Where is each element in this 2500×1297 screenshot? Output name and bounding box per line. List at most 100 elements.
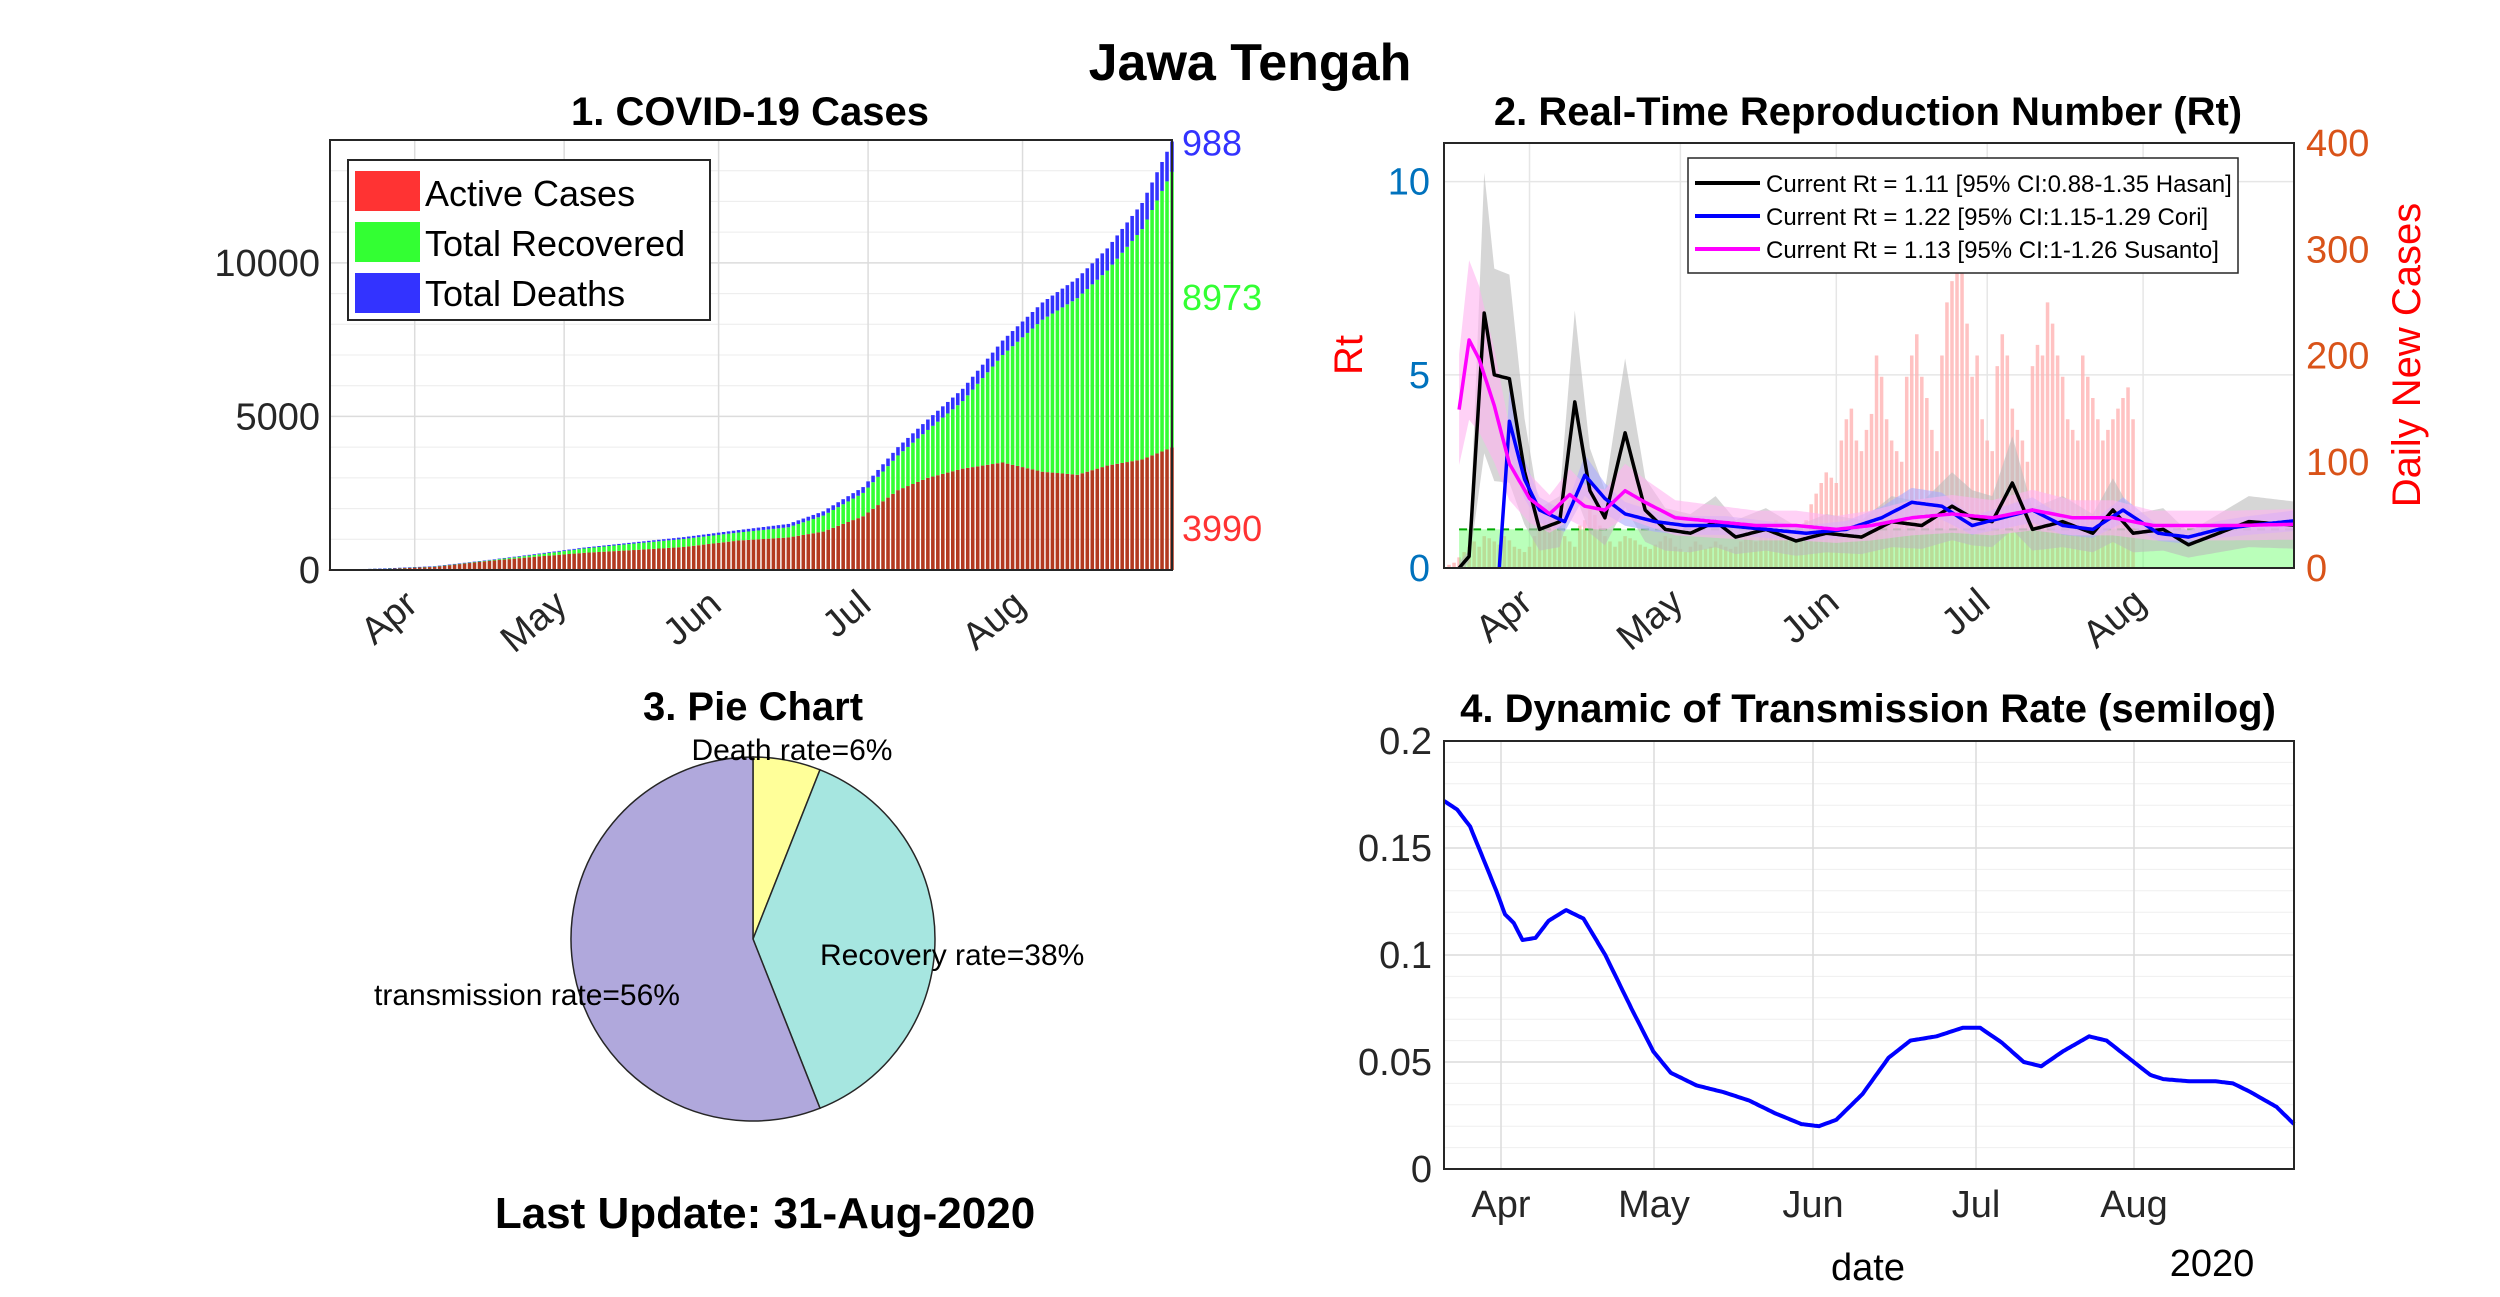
bar-deaths: [607, 544, 611, 547]
daily-new-cases-bar: [2030, 366, 2035, 568]
daily-new-cases-bar: [1718, 544, 1723, 568]
bar-deaths: [816, 513, 821, 518]
bar-deaths: [562, 550, 566, 552]
daily-new-cases-bar: [2121, 398, 2125, 568]
bar-deaths: [776, 525, 781, 529]
transmission-title: 4. Dynamic of Transmission Rate (semilog…: [1460, 687, 2276, 731]
daily-new-cases-bar: [1909, 355, 1914, 568]
bar-recovered: [487, 560, 492, 561]
bar-active: [970, 467, 975, 570]
bar-recovered: [572, 549, 576, 554]
bar-deaths: [522, 555, 527, 557]
bar-deaths: [881, 464, 885, 472]
bar-deaths: [980, 364, 985, 379]
bar-deaths: [931, 415, 935, 426]
legend-swatch-deaths: [355, 273, 420, 313]
bar-recovered: [1135, 234, 1139, 461]
bar-active: [542, 555, 547, 570]
pie-slice-2: [570, 756, 821, 1122]
bar-deaths: [946, 401, 950, 414]
daily-new-cases-bar: [1738, 541, 1743, 568]
bar-recovered: [921, 434, 925, 480]
bar-active: [627, 550, 631, 570]
bar-recovered: [1090, 284, 1095, 471]
bar-active: [397, 567, 402, 570]
bar-deaths: [467, 562, 472, 563]
bar-recovered: [567, 550, 571, 554]
bar-deaths: [975, 370, 980, 384]
daily-new-cases-bar: [1512, 546, 1517, 568]
bar-recovered: [1040, 319, 1045, 472]
bar-deaths: [731, 530, 736, 534]
daily-new-cases-bar: [1633, 540, 1637, 568]
daily-new-cases-bar: [1472, 541, 1476, 568]
daily-new-cases-bar: [1759, 536, 1763, 568]
bar-deaths: [1145, 192, 1149, 220]
bar-active: [965, 467, 970, 570]
cases-x-ticks: Apr May Jun Jul Aug: [353, 583, 1033, 662]
bar-deaths: [1025, 316, 1030, 333]
bar-active: [1070, 474, 1075, 570]
bar-deaths: [667, 538, 671, 541]
bar-deaths: [711, 533, 716, 536]
bar-deaths: [1035, 307, 1040, 325]
panel-cases: 1. COVID-19 Cases 0 5000 10000 Apr May Jun Ju…: [214, 90, 1262, 661]
daily-new-cases-bar: [1678, 548, 1683, 568]
rt-x-tick-label: May: [1609, 581, 1691, 659]
bar-deaths: [851, 493, 855, 499]
bar-recovered: [607, 546, 611, 552]
bar-deaths: [1155, 172, 1159, 201]
bar-active: [1015, 465, 1020, 570]
bar-active: [836, 525, 840, 570]
bar-active: [861, 516, 865, 570]
bar-deaths: [1125, 222, 1129, 247]
daily-new-cases-bar: [1970, 376, 1974, 568]
bar-active: [990, 464, 995, 570]
daily-new-cases-bar: [1562, 536, 1567, 568]
rt-y2-tick-label: 200: [2306, 336, 2369, 378]
bar-recovered: [667, 540, 671, 548]
bar-recovered: [816, 517, 821, 533]
bar-recovered: [557, 551, 561, 555]
daily-new-cases-bar: [1723, 546, 1728, 568]
bar-recovered: [512, 557, 517, 559]
bar-active: [781, 537, 786, 570]
bar-recovered: [955, 405, 960, 470]
bar-active: [1010, 464, 1015, 570]
transmission-y-tick-label: 0.1: [1379, 935, 1432, 977]
bar-active: [911, 484, 915, 570]
bar-recovered: [741, 532, 746, 541]
pie-label-death: Death rate=6%: [692, 734, 893, 767]
bar-recovered: [856, 495, 860, 519]
bar-recovered: [761, 529, 766, 539]
daily-new-cases-bar: [1925, 398, 1929, 568]
bar-recovered: [1060, 307, 1065, 474]
bar-active: [985, 464, 990, 570]
bar-deaths: [602, 545, 606, 547]
bar-deaths: [577, 548, 581, 550]
bar-active: [602, 551, 606, 570]
bar-deaths: [871, 475, 875, 483]
bar-active: [1060, 473, 1065, 570]
bar-recovered: [691, 537, 696, 546]
bar-deaths: [985, 358, 990, 373]
bar-deaths: [836, 502, 840, 508]
bar-deaths: [1165, 151, 1169, 182]
bar-recovered: [836, 507, 840, 526]
daily-new-cases-bar: [1965, 323, 1969, 568]
bar-deaths: [965, 382, 970, 396]
daily-new-cases-bar: [1688, 546, 1693, 568]
bar-recovered: [467, 562, 472, 564]
bar-recovered: [537, 554, 542, 557]
bar-deaths: [1160, 161, 1164, 191]
rt-plot-frame: [1443, 142, 2295, 569]
bar-active: [412, 567, 417, 570]
bar-active: [492, 560, 497, 570]
bar-active: [1125, 462, 1129, 570]
cases-x-tick-label: Apr: [353, 583, 426, 653]
bar-recovered: [681, 538, 686, 547]
daily-new-cases-bar: [2040, 355, 2045, 568]
bar-recovered: [1000, 355, 1005, 463]
bar-recovered: [776, 528, 781, 539]
bar-active: [811, 533, 816, 570]
